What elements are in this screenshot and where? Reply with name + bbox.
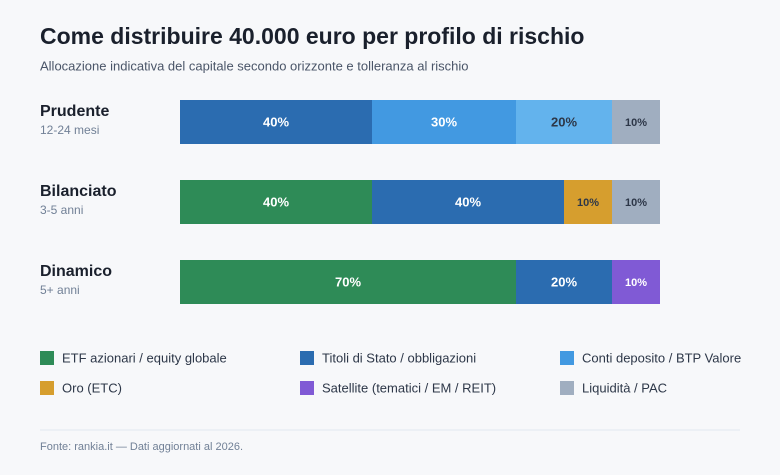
value-label: 40% [263, 114, 289, 129]
bar-segment [516, 100, 612, 144]
legend-label: Liquidità / PAC [582, 380, 667, 395]
value-label: 10% [577, 197, 599, 209]
legend-swatch [40, 381, 54, 395]
value-label: 40% [455, 194, 481, 209]
bar-segment [180, 100, 372, 144]
legend-swatch [300, 351, 314, 365]
bar-segment [564, 180, 612, 224]
chart-title: Come distribuire 40.000 euro per profilo… [40, 23, 584, 49]
bar-segment [372, 180, 564, 224]
bar-segment [180, 180, 372, 224]
legend-label: Conti deposito / BTP Valore [582, 350, 741, 365]
row-label: Bilanciato [40, 183, 117, 200]
value-label: 10% [625, 277, 647, 289]
value-label: 20% [551, 114, 577, 129]
bar-segment [612, 180, 660, 224]
value-label: 30% [431, 114, 457, 129]
legend-label: Satellite (tematici / EM / REIT) [322, 380, 496, 395]
row-label: Dinamico [40, 263, 112, 280]
bar-segment [180, 260, 516, 304]
bar-segment [612, 260, 660, 304]
row-note: 12-24 mesi [40, 123, 99, 137]
source: Fonte: rankia.it — Dati aggiornati al 20… [40, 441, 243, 453]
bar-segment [612, 100, 660, 144]
legend-label: Oro (ETC) [62, 380, 122, 395]
row-note: 5+ anni [40, 283, 80, 297]
legend-swatch [560, 381, 574, 395]
legend-label: Titoli di Stato / obbligazioni [322, 350, 476, 365]
legend-label: ETF azionari / equity globale [62, 350, 227, 365]
chart-subtitle: Allocazione indicativa del capitale seco… [40, 58, 469, 73]
row-note: 3-5 anni [40, 203, 83, 217]
bar-segment [372, 100, 516, 144]
value-label: 10% [625, 197, 647, 209]
row-label: Prudente [40, 103, 109, 120]
bar-segment [516, 260, 612, 304]
value-label: 70% [335, 274, 361, 289]
legend-swatch [300, 381, 314, 395]
legend-swatch [40, 351, 54, 365]
value-label: 40% [263, 194, 289, 209]
legend-swatch [560, 351, 574, 365]
value-label: 10% [625, 117, 647, 129]
value-label: 20% [551, 274, 577, 289]
